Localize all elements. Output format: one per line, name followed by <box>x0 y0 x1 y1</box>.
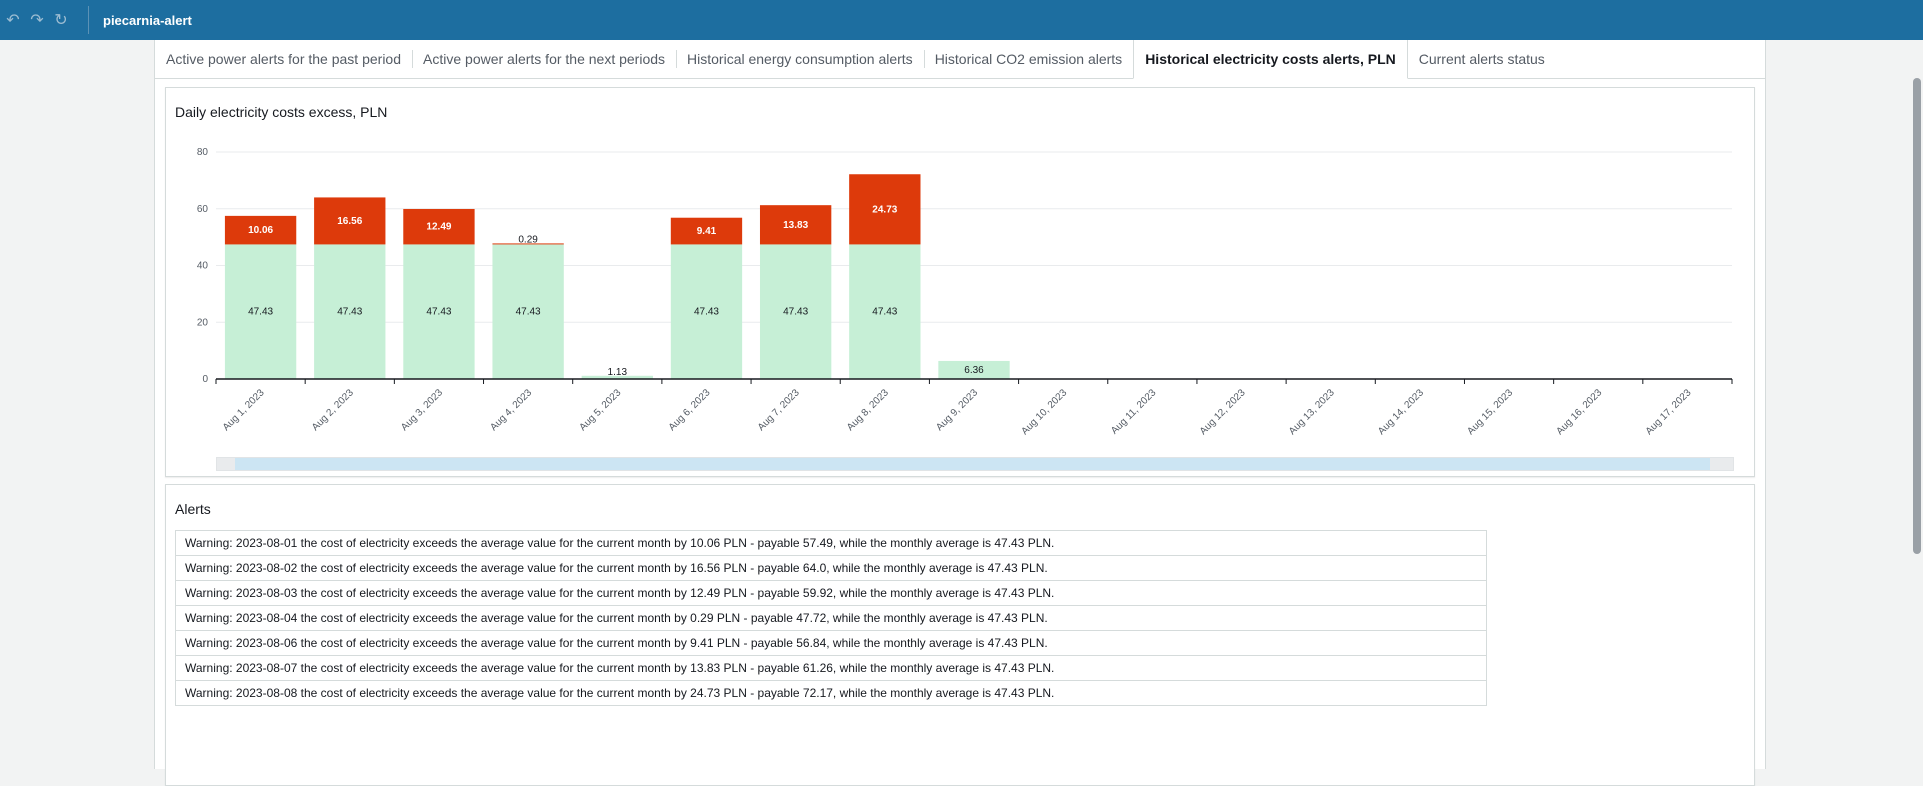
bar-segment <box>759 205 832 245</box>
data-label: 1.13 <box>608 367 628 378</box>
alert-item: Warning: 2023-08-04 the cost of electric… <box>176 606 1486 631</box>
top-bar: ↶ ↷ ↻ piecarnia-alert <box>0 0 1923 40</box>
bar-segment <box>492 244 564 379</box>
bar-segment <box>581 375 653 379</box>
toolbar-divider <box>88 6 89 34</box>
alert-item: Warning: 2023-08-06 the cost of electric… <box>176 631 1486 656</box>
data-label: 10.06 <box>248 225 273 236</box>
bar-segment <box>849 174 921 245</box>
y-tick-label: 60 <box>197 204 209 215</box>
x-tick-label: Aug 17, 2023 <box>1644 387 1694 437</box>
alert-item: Warning: 2023-08-08 the cost of electric… <box>185 686 1055 700</box>
page-scrollbar[interactable] <box>1911 40 1923 769</box>
y-tick-label: 20 <box>197 317 209 328</box>
bar-segment <box>314 244 386 379</box>
x-tick-label: Aug 14, 2023 <box>1376 387 1426 437</box>
x-tick-label: Aug 16, 2023 <box>1555 387 1605 437</box>
x-tick-label: Aug 15, 2023 <box>1465 387 1515 437</box>
chart-card: Daily electricity costs excess, PLN 0 20 4… <box>165 87 1755 477</box>
x-tick-label: Aug 9, 2023 <box>934 387 980 433</box>
y-tick-label: 40 <box>197 261 209 272</box>
x-tick-label: Aug 4, 2023 <box>488 387 534 433</box>
bar-segment <box>670 244 743 379</box>
bar-segment <box>849 244 921 379</box>
data-label: 0.29 <box>518 235 538 246</box>
y-tick-label: 0 <box>202 374 208 385</box>
tab-co2-emission[interactable]: Historical CO2 emission alerts <box>923 40 1134 78</box>
x-tick-label: Aug 3, 2023 <box>399 387 445 433</box>
data-label: 47.43 <box>248 307 273 318</box>
data-label: 9.41 <box>697 226 717 237</box>
bar-segment <box>938 360 1010 379</box>
bar-segment <box>670 217 743 245</box>
tab-electricity-costs[interactable]: Historical electricity costs alerts, PLN <box>1133 40 1408 79</box>
data-label: 47.43 <box>516 307 541 318</box>
alert-list: Warning: 2023-08-01 the cost of electric… <box>175 530 1487 706</box>
bar-segment <box>403 244 475 379</box>
alert-item: Warning: 2023-08-07 the cost of electric… <box>176 656 1486 681</box>
data-label: 16.56 <box>337 216 362 227</box>
alerts-title: Alerts <box>175 501 211 517</box>
bar-segment <box>224 244 297 379</box>
chart-scrollbar[interactable] <box>216 457 1734 471</box>
x-tick-label: Aug 2, 2023 <box>310 387 356 433</box>
refresh-icon[interactable]: ↻ <box>54 12 68 29</box>
bar-segment <box>224 215 297 245</box>
alert-item: Warning: 2023-08-03 the cost of electric… <box>176 581 1486 606</box>
data-label: 13.83 <box>783 220 808 231</box>
data-label: 47.43 <box>694 307 719 318</box>
data-label: 6.36 <box>964 365 984 376</box>
chart-scrollbar-thumb[interactable] <box>235 458 1710 470</box>
bar-segment <box>403 208 475 245</box>
bar-segment <box>759 244 832 379</box>
x-tick-label: Aug 7, 2023 <box>756 387 802 433</box>
tab-current-alerts-status[interactable]: Current alerts status <box>1418 51 1545 67</box>
x-tick-label: Aug 8, 2023 <box>845 387 891 433</box>
x-tick-label: Aug 6, 2023 <box>667 387 713 433</box>
tab-bar: Active power alerts for the past period … <box>155 40 1765 79</box>
data-label: 47.43 <box>426 307 451 318</box>
x-tick-label: Aug 5, 2023 <box>577 387 623 433</box>
alert-item: Warning: 2023-08-01 the cost of electric… <box>176 531 1486 556</box>
alert-item: Warning: 2023-08-02 the cost of electric… <box>176 556 1486 581</box>
main-panel: Active power alerts for the past period … <box>154 40 1766 786</box>
x-tick-label: Aug 11, 2023 <box>1109 387 1159 437</box>
x-tick-label: Aug 12, 2023 <box>1198 387 1248 437</box>
undo-icon[interactable]: ↶ <box>6 12 20 29</box>
page-scrollbar-thumb[interactable] <box>1913 78 1921 554</box>
data-label: 47.43 <box>337 307 362 318</box>
app-title: piecarnia-alert <box>103 12 192 28</box>
y-tick-label: 80 <box>197 147 209 158</box>
x-tick-label: Aug 1, 2023 <box>221 387 267 433</box>
data-label: 47.43 <box>872 307 897 318</box>
data-label: 24.73 <box>872 204 897 215</box>
bar-segment <box>492 243 564 245</box>
chart-title: Daily electricity costs excess, PLN <box>175 104 388 120</box>
tab-energy-consumption[interactable]: Historical energy consumption alerts <box>676 40 924 78</box>
bar-chart: 0 20 40 60 80 47.43 10.06 Aug 1, 2023 47.43 16.56… <box>197 147 1733 437</box>
alerts-card: Alerts Warning: 2023-08-01 the cost of e… <box>165 484 1755 786</box>
x-tick-label: Aug 13, 2023 <box>1287 387 1337 437</box>
data-label: 12.49 <box>426 222 451 233</box>
bar-segment <box>314 197 386 245</box>
x-tick-label: Aug 10, 2023 <box>1019 387 1069 437</box>
tab-active-power-next[interactable]: Active power alerts for the next periods <box>412 40 676 78</box>
tab-active-power-past[interactable]: Active power alerts for the past period <box>166 51 402 67</box>
redo-icon[interactable]: ↷ <box>30 12 44 29</box>
data-label: 47.43 <box>783 307 808 318</box>
